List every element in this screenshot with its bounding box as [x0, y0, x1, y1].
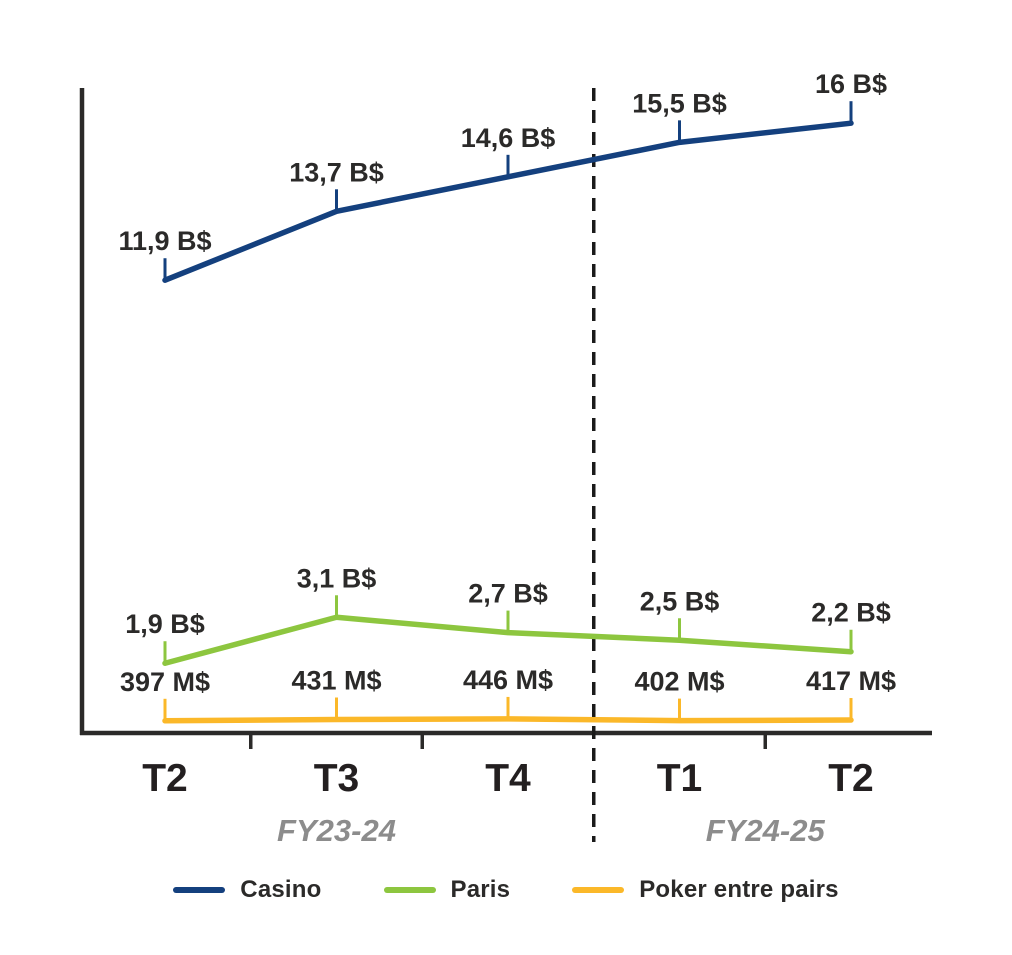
poker-entre-pairs-value-label: 417 M$	[806, 666, 896, 696]
paris-line	[162, 614, 854, 666]
legend-item-casino: Casino	[173, 876, 321, 904]
paris-value-label: 2,2 B$	[811, 598, 891, 628]
paris-value-label: 1,9 B$	[125, 609, 205, 639]
poker-entre-pairs-line	[162, 716, 854, 724]
poker-line-swatch-icon	[572, 887, 625, 893]
period-label: FY24-25	[706, 813, 826, 848]
x-axis-label: T1	[657, 757, 703, 800]
poker-entre-pairs-value-label: 431 M$	[291, 665, 381, 695]
casino-line-swatch-icon	[173, 887, 226, 893]
legend: Casino Paris Poker entre pairs	[0, 876, 1012, 904]
casino-value-label: 14,6 B$	[461, 123, 556, 153]
casino-value-label: 11,9 B$	[118, 226, 211, 256]
casino-value-label: 13,7 B$	[289, 157, 384, 187]
legend-item-poker: Poker entre pairs	[572, 876, 839, 904]
poker-entre-pairs-value-label: 397 M$	[120, 667, 210, 697]
period-label: FY23-24	[277, 813, 396, 848]
paris-value-label: 2,7 B$	[468, 579, 548, 609]
legend-item-paris: Paris	[383, 876, 511, 904]
paris-line-swatch-icon	[383, 887, 436, 893]
casino-line	[162, 120, 854, 283]
x-axis-label: T3	[314, 757, 360, 800]
casino-value-label: 15,5 B$	[632, 88, 727, 118]
poker-entre-pairs-value-label: 446 M$	[463, 665, 553, 695]
legend-label-casino: Casino	[240, 876, 322, 903]
paris-value-label: 2,5 B$	[640, 586, 720, 616]
paris-value-label: 3,1 B$	[297, 563, 377, 593]
legend-label-poker: Poker entre pairs	[639, 876, 839, 903]
x-axis-label: T2	[142, 757, 188, 800]
casino-value-label: 16 B$	[815, 69, 887, 99]
poker-entre-pairs-value-label: 402 M$	[634, 667, 724, 697]
x-axis-label: T4	[485, 757, 531, 800]
x-axis-label: T2	[828, 757, 874, 800]
legend-label-paris: Paris	[450, 876, 511, 903]
